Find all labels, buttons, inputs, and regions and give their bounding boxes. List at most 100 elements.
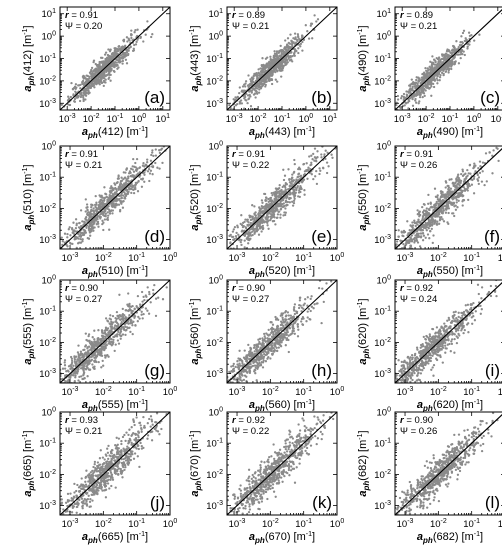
data-point bbox=[304, 24, 307, 27]
data-point bbox=[450, 63, 453, 66]
data-point bbox=[238, 239, 241, 242]
data-point bbox=[457, 195, 460, 199]
data-point bbox=[469, 172, 472, 175]
data-point bbox=[121, 62, 124, 65]
data-point bbox=[438, 204, 441, 207]
data-point bbox=[274, 67, 277, 71]
data-point bbox=[292, 199, 296, 202]
data-point bbox=[320, 156, 323, 159]
x-tick-label: 10-1 bbox=[128, 252, 145, 264]
data-point bbox=[224, 239, 226, 241]
data-point bbox=[416, 209, 419, 212]
data-point bbox=[258, 81, 261, 84]
data-point bbox=[259, 73, 262, 76]
data-point bbox=[288, 47, 291, 50]
data-point bbox=[283, 174, 287, 177]
data-point bbox=[414, 99, 417, 102]
data-point bbox=[263, 75, 266, 79]
data-point bbox=[154, 161, 157, 165]
data-point bbox=[308, 155, 311, 158]
data-point bbox=[449, 187, 453, 190]
data-point bbox=[111, 205, 114, 208]
data-point bbox=[281, 69, 284, 72]
data-point bbox=[421, 95, 424, 99]
data-point bbox=[293, 197, 296, 200]
data-point bbox=[261, 224, 265, 228]
data-point bbox=[249, 105, 253, 108]
y-tick-label: 100 bbox=[42, 31, 57, 43]
data-point bbox=[450, 51, 453, 55]
data-point bbox=[90, 205, 93, 209]
data-point bbox=[457, 173, 460, 176]
data-point bbox=[98, 200, 102, 203]
data-point bbox=[300, 34, 304, 37]
data-point bbox=[238, 86, 241, 89]
data-point bbox=[130, 29, 133, 32]
data-point bbox=[455, 198, 458, 201]
data-point bbox=[275, 52, 278, 55]
data-point bbox=[272, 67, 275, 70]
data-point bbox=[436, 66, 439, 69]
data-point bbox=[316, 18, 320, 21]
data-point bbox=[279, 44, 282, 48]
data-point bbox=[444, 52, 448, 55]
data-point bbox=[79, 224, 83, 228]
data-point bbox=[98, 75, 102, 79]
data-point bbox=[239, 240, 242, 244]
data-point bbox=[428, 86, 432, 90]
scatter-points bbox=[224, 146, 337, 249]
data-point bbox=[478, 171, 482, 175]
data-point bbox=[420, 226, 424, 229]
data-point bbox=[272, 219, 276, 223]
data-point bbox=[264, 83, 267, 87]
data-point bbox=[383, 254, 385, 256]
psi-value: Ψ = 0.21 bbox=[65, 160, 102, 171]
data-point bbox=[263, 70, 266, 74]
data-point bbox=[72, 364, 75, 367]
data-point bbox=[90, 81, 93, 84]
data-point bbox=[423, 218, 426, 221]
data-point bbox=[416, 223, 419, 226]
data-point bbox=[89, 348, 92, 351]
data-point bbox=[448, 200, 451, 203]
data-point bbox=[431, 206, 434, 209]
data-point bbox=[273, 194, 277, 198]
data-point bbox=[143, 171, 146, 174]
data-point bbox=[87, 227, 91, 230]
data-point bbox=[84, 231, 87, 234]
data-point bbox=[108, 190, 112, 193]
data-point bbox=[422, 90, 425, 93]
data-point bbox=[246, 101, 249, 105]
data-point bbox=[138, 175, 141, 178]
data-point bbox=[107, 48, 110, 51]
data-point bbox=[141, 177, 145, 180]
data-point bbox=[421, 232, 425, 235]
data-point bbox=[146, 170, 150, 173]
data-point bbox=[447, 202, 450, 205]
data-point bbox=[256, 92, 259, 95]
x-tick-label: 10-2 bbox=[418, 113, 435, 125]
data-point bbox=[151, 151, 154, 154]
data-point bbox=[109, 66, 112, 69]
data-point bbox=[303, 189, 306, 192]
data-point bbox=[70, 81, 73, 85]
data-point bbox=[83, 93, 86, 96]
data-point bbox=[247, 97, 251, 100]
data-point bbox=[98, 206, 101, 210]
data-point bbox=[464, 172, 467, 175]
y-tick-label: 10-2 bbox=[206, 75, 223, 87]
data-point bbox=[278, 49, 281, 53]
data-point bbox=[81, 240, 84, 243]
data-point bbox=[293, 42, 297, 45]
x-tick-label: 10-3 bbox=[59, 113, 76, 125]
y-tick-label: 100 bbox=[377, 31, 392, 43]
data-point bbox=[437, 198, 440, 201]
data-point bbox=[422, 214, 425, 218]
data-point bbox=[296, 34, 300, 38]
data-point bbox=[428, 223, 431, 227]
data-point bbox=[95, 68, 98, 72]
data-point bbox=[410, 240, 414, 243]
data-point bbox=[420, 91, 423, 94]
data-point bbox=[94, 194, 97, 198]
